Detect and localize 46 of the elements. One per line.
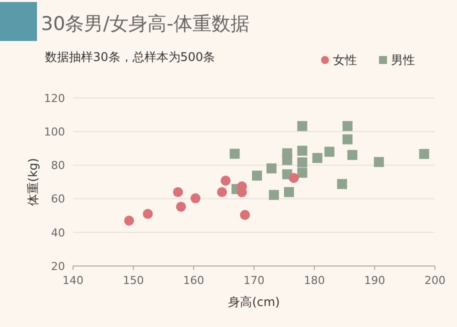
point	[297, 157, 308, 168]
point	[282, 154, 292, 165]
point	[419, 148, 430, 159]
point	[268, 190, 279, 200]
y-tick-label: 80	[51, 159, 65, 172]
point	[172, 187, 183, 198]
point	[266, 163, 276, 174]
point	[297, 168, 308, 178]
point	[217, 187, 228, 198]
point	[342, 121, 353, 132]
chart-subtitle: 数据抽样30条，总样本为500条	[45, 50, 216, 64]
point	[312, 152, 322, 163]
point	[142, 208, 153, 219]
x-tick-label: 140	[62, 274, 84, 287]
point	[297, 121, 308, 132]
x-tick-label: 200	[424, 274, 446, 287]
x-tick-label: 170	[244, 274, 264, 287]
x-tick-label: 160	[183, 274, 204, 287]
point	[190, 193, 200, 204]
point	[374, 157, 384, 168]
point	[342, 134, 353, 144]
x-tick-label: 180	[304, 274, 325, 287]
point	[124, 216, 134, 226]
y-tick-label: 20	[51, 260, 65, 273]
y-tick-label: 60	[51, 192, 65, 206]
point	[347, 150, 358, 160]
y-tick-label: 120	[44, 92, 65, 105]
legend-label: 女性	[333, 53, 357, 68]
point	[284, 187, 294, 198]
point	[337, 179, 348, 190]
point	[176, 202, 186, 212]
point	[240, 210, 250, 220]
x-tick-label: 190	[364, 274, 386, 287]
point	[230, 148, 240, 159]
x-axis-title: 身高(cm)	[228, 295, 280, 309]
point	[220, 176, 231, 186]
chart-title: 30条男/女身高-体重数据	[41, 13, 250, 35]
x-tick-label: 150	[122, 274, 144, 287]
y-tick-label: 40	[51, 226, 65, 240]
point	[324, 146, 334, 157]
point	[288, 172, 299, 183]
y-axis-title: 体重(kg)	[26, 158, 40, 206]
point	[297, 146, 308, 156]
point	[252, 170, 262, 181]
y-tick-label: 100	[44, 125, 65, 138]
legend-label: 男性	[391, 53, 415, 68]
